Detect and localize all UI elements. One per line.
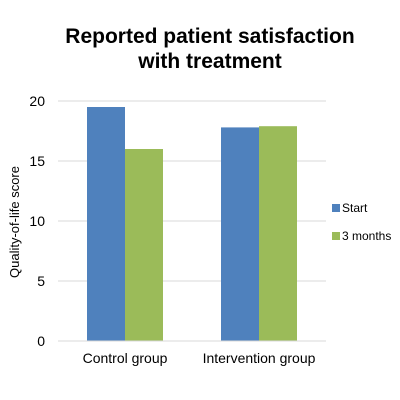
legend-label: Start <box>342 201 368 215</box>
y-tick-label: 0 <box>37 333 45 349</box>
chart-title-line-1: Reported patient satisfaction <box>65 25 355 48</box>
y-tick-label: 20 <box>29 93 45 109</box>
y-tick-label: 10 <box>29 213 45 229</box>
bar-3-months-0 <box>125 149 163 341</box>
x-axis-categories: Control group Intervention group <box>83 350 316 366</box>
y-tick-label: 5 <box>37 273 45 289</box>
legend-swatch <box>332 232 340 240</box>
bar-3-months-1 <box>259 126 297 341</box>
chart-title-line-2: with treatment <box>138 50 282 73</box>
y-axis-ticks: 0 5 10 15 20 <box>29 93 45 349</box>
legend: Start 3 months <box>332 201 391 243</box>
bars <box>87 107 297 342</box>
bar-start-1 <box>221 127 259 342</box>
x-category-label: Control group <box>83 350 168 366</box>
bar-start-0 <box>87 107 125 341</box>
x-category-label: Intervention group <box>203 350 316 366</box>
y-axis-title: Quality-of-life score <box>7 166 22 278</box>
y-tick-label: 15 <box>29 153 45 169</box>
legend-label: 3 months <box>342 229 391 243</box>
chart-title: Reported patient satisfaction with treat… <box>0 24 400 74</box>
legend-swatch <box>332 204 340 212</box>
